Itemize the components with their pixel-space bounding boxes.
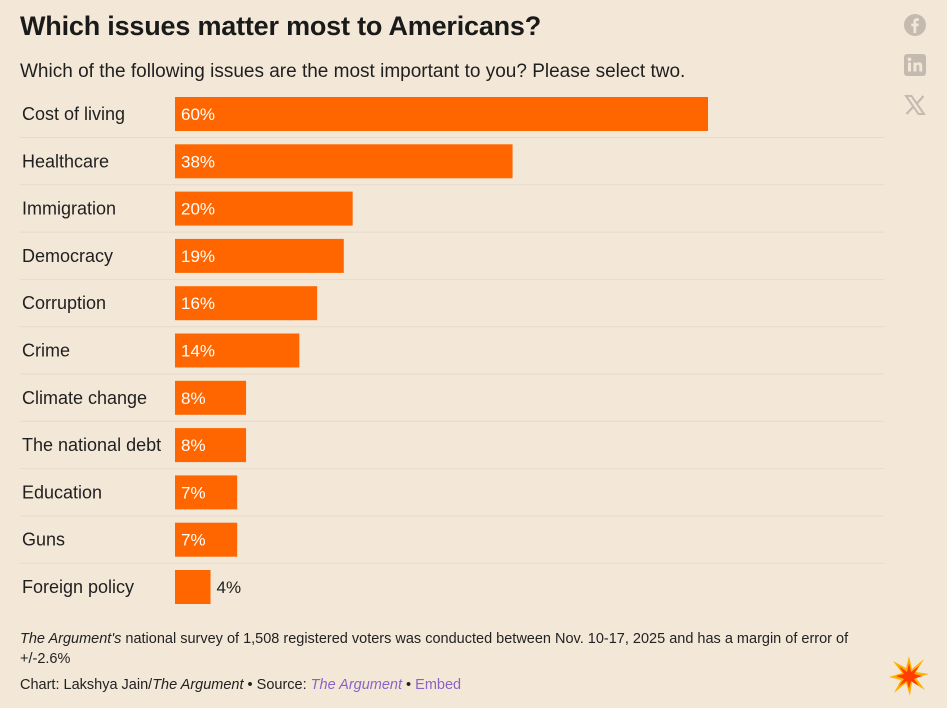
bar bbox=[175, 380, 247, 415]
category-label: Climate change bbox=[22, 388, 147, 408]
bar bbox=[175, 333, 300, 368]
chart-subtitle: Which of the following issues are the mo… bbox=[20, 61, 686, 82]
bar bbox=[175, 191, 353, 226]
category-label: Democracy bbox=[22, 246, 113, 266]
value-label: 14% bbox=[181, 342, 215, 361]
value-label: 7% bbox=[181, 483, 206, 502]
survey-footnote: The Argument's national survey of 1,508 … bbox=[20, 629, 870, 669]
bar bbox=[175, 238, 344, 273]
x-share-button[interactable] bbox=[903, 93, 927, 117]
footnote-text: national survey of 1,508 registered vote… bbox=[20, 631, 849, 667]
bar bbox=[175, 475, 238, 510]
bar bbox=[175, 570, 211, 604]
value-label: 8% bbox=[181, 389, 206, 408]
bar bbox=[175, 97, 708, 131]
category-label: Cost of living bbox=[22, 104, 125, 124]
embed-link[interactable]: Embed bbox=[415, 677, 462, 693]
value-label: 4% bbox=[217, 578, 242, 597]
category-label: Crime bbox=[22, 341, 70, 361]
value-label: 38% bbox=[181, 152, 215, 171]
credit-org: The Argument bbox=[152, 677, 244, 693]
bar bbox=[175, 522, 238, 557]
category-label: Immigration bbox=[22, 199, 116, 219]
facebook-icon bbox=[904, 14, 926, 36]
category-label: Guns bbox=[22, 530, 65, 550]
bar bbox=[175, 144, 513, 179]
category-label: Corruption bbox=[22, 293, 106, 313]
value-label: 16% bbox=[181, 294, 215, 313]
facebook-share-button[interactable] bbox=[903, 13, 927, 37]
category-label: Healthcare bbox=[22, 151, 109, 171]
value-label: 60% bbox=[181, 105, 215, 124]
x-icon bbox=[904, 95, 926, 115]
chart-credit: Chart: Lakshya Jain/The Argument • Sourc… bbox=[20, 677, 461, 693]
bar bbox=[175, 428, 247, 463]
footnote-source: The Argument's bbox=[20, 631, 122, 647]
value-label: 8% bbox=[181, 436, 206, 455]
linkedin-share-button[interactable] bbox=[903, 53, 927, 77]
linkedin-icon bbox=[904, 54, 926, 76]
value-label: 7% bbox=[181, 531, 206, 550]
chart-title: Which issues matter most to Americans? bbox=[20, 11, 542, 41]
value-label: 20% bbox=[181, 200, 215, 219]
credit-author: Chart: Lakshya Jain/ bbox=[20, 677, 153, 693]
argument-logo-icon bbox=[889, 656, 929, 696]
category-label: Education bbox=[22, 482, 102, 502]
source-link[interactable]: The Argument bbox=[310, 677, 403, 693]
credit-separator: • Source: bbox=[243, 677, 311, 693]
value-label: 19% bbox=[181, 247, 215, 266]
bar-chart: Cost of living 60% Healthcare 38% Immigratio… bbox=[20, 97, 884, 604]
category-label: Foreign policy bbox=[22, 577, 134, 597]
category-label: The national debt bbox=[22, 435, 161, 455]
bar bbox=[175, 286, 318, 321]
credit-separator: • bbox=[402, 677, 416, 693]
